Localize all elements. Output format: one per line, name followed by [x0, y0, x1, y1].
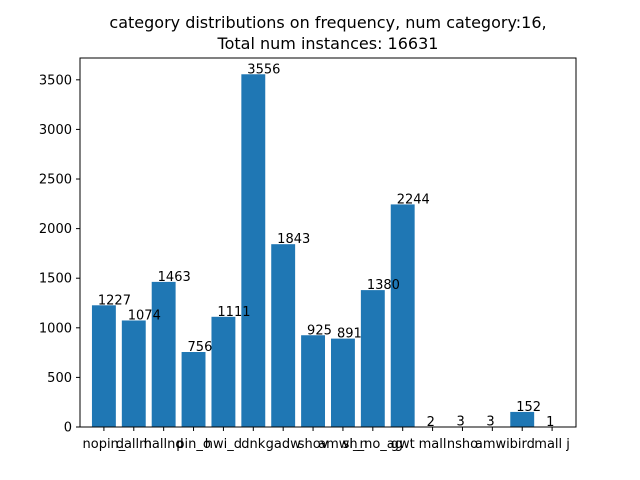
x-tick-label-13: amwi [475, 437, 510, 452]
chart-title: category distributions on frequency, num… [109, 13, 546, 53]
x-tick-label-0: nopin_ [83, 437, 126, 452]
x-tick-label-11: mall [419, 437, 447, 452]
y-tick-label-3: 1500 [39, 272, 72, 287]
x-tick-label-6: gadw [266, 437, 301, 452]
x-tick-label-7: shov [298, 437, 329, 452]
data-label-4: 1111 [217, 305, 250, 320]
data-label-11: 2 [427, 415, 435, 430]
y-tick-label-4: 2000 [39, 222, 72, 237]
bar-1 [121, 320, 146, 427]
data-label-13: 3 [486, 415, 494, 430]
plot-frame [79, 57, 577, 428]
data-label-15: 1 [546, 415, 554, 430]
x-tick-label-14: bird [510, 437, 535, 452]
chart-title-line-1: category distributions on frequency, num… [109, 13, 546, 32]
bar-8 [330, 338, 355, 427]
chart-title-line-2: Total num instances: 16631 [217, 34, 439, 53]
y-tick-label-1: 500 [47, 371, 72, 386]
y-tick-label-6: 3000 [39, 123, 72, 138]
data-label-8: 891 [337, 327, 362, 342]
y-tick-label-5: 2500 [39, 173, 72, 188]
data-label-3: 756 [188, 340, 213, 355]
x-tick-label-8: amwi_n [318, 437, 368, 452]
x-tick-label-9: sh_no_ag [343, 437, 403, 452]
x-tick-label-3: pin_o [176, 437, 211, 452]
x-tick-label-12: nsho [447, 437, 478, 452]
data-label-5: 3556 [247, 62, 280, 77]
data-label-2: 1463 [158, 270, 191, 285]
data-label-10: 2244 [397, 192, 430, 207]
data-label-9: 1380 [367, 278, 400, 293]
data-label-12: 3 [456, 415, 464, 430]
data-label-0: 1227 [98, 293, 131, 308]
bar-9 [360, 290, 385, 427]
bar-6 [271, 244, 296, 427]
data-label-14: 152 [516, 400, 541, 415]
bar-5 [241, 74, 266, 428]
y-tick-label-7: 3500 [39, 73, 72, 88]
y-tick-label-2: 1000 [39, 321, 72, 336]
bar-3 [181, 352, 206, 427]
bar-0 [91, 305, 116, 427]
x-tick-label-4: hwi_d [205, 437, 242, 452]
data-label-7: 925 [307, 323, 332, 338]
data-label-1: 1074 [128, 308, 161, 323]
data-label-6: 1843 [277, 232, 310, 247]
y-tick-label-0: 0 [64, 421, 72, 436]
bar-2 [151, 281, 176, 427]
y-axis: 0 500 1000 1500 2000 2500 3000 3500 [39, 73, 80, 436]
x-tick-label-15: mall j [534, 437, 570, 452]
bar-14 [510, 411, 535, 427]
x-tick-label-1: dallm [116, 437, 152, 452]
bars-group [91, 74, 565, 428]
bar-4 [211, 316, 236, 427]
x-tick-label-2: hallnd [144, 437, 184, 452]
bar-7 [301, 335, 326, 427]
bar-10 [390, 204, 415, 427]
x-tick-label-10: gwt [391, 437, 415, 452]
x-tick-label-5: dnk [241, 437, 265, 452]
